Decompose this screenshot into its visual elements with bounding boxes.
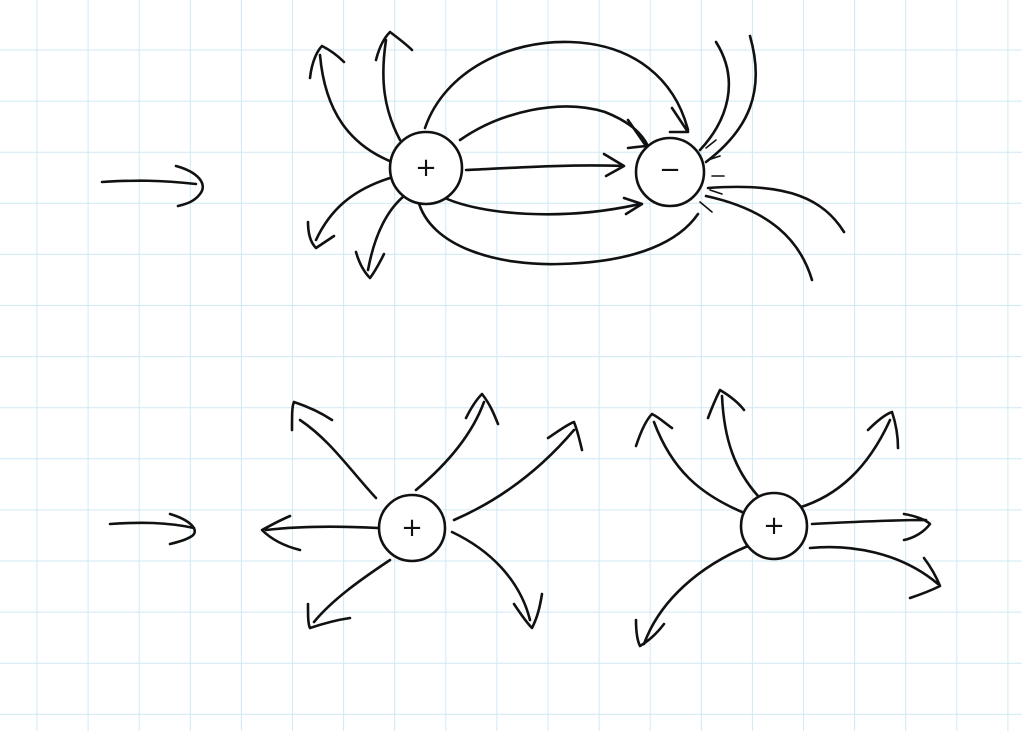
lp-line-up-left bbox=[290, 400, 378, 500]
outer-arc-top bbox=[423, 40, 690, 132]
positive-charge-circle bbox=[388, 130, 464, 206]
left-positive-circle bbox=[377, 493, 447, 563]
right-positive-circle bbox=[739, 491, 809, 561]
rp-line-right bbox=[810, 512, 932, 542]
rp-line-up-right bbox=[796, 410, 900, 510]
arrowhead-upper-into-negative bbox=[626, 118, 648, 150]
line-down-left-2 bbox=[354, 194, 406, 280]
line-down-left-1 bbox=[306, 176, 392, 250]
lp-line-left bbox=[260, 514, 380, 552]
arrow-ticks-negative bbox=[699, 139, 725, 213]
left-positive-sign: + bbox=[401, 513, 423, 543]
lp-line-down-right bbox=[450, 530, 544, 630]
rp-line-up-left bbox=[634, 412, 744, 514]
positive-charge-sign: + bbox=[415, 153, 437, 183]
rp-line-right-lower bbox=[808, 545, 942, 600]
negative-charge-circle bbox=[634, 136, 706, 208]
straight-field-line bbox=[464, 152, 626, 178]
inner-arc-top bbox=[458, 105, 650, 148]
inner-arc-bottom bbox=[443, 196, 644, 216]
two-positive-diagram: + + bbox=[108, 388, 942, 648]
rp-line-down-left bbox=[634, 544, 750, 648]
arrowhead-top-into-negative bbox=[668, 106, 690, 134]
outer-arc-bottom bbox=[416, 198, 700, 266]
line-into-negative-bottom bbox=[704, 194, 814, 282]
dipole-diagram: + − bbox=[100, 30, 846, 282]
rp-line-up bbox=[706, 388, 760, 498]
row-pointer-arrow-bottom bbox=[108, 512, 197, 546]
negative-charge-sign: − bbox=[659, 155, 681, 185]
lp-line-down-left bbox=[306, 558, 392, 630]
line-into-negative-top-1 bbox=[698, 40, 731, 152]
line-up-left-1 bbox=[308, 44, 394, 164]
right-positive-sign: + bbox=[763, 511, 785, 541]
line-into-negative-right bbox=[706, 185, 846, 234]
lp-line-up-right bbox=[414, 392, 500, 492]
row-pointer-arrow-top bbox=[100, 164, 205, 208]
line-into-negative-top-2 bbox=[704, 34, 758, 164]
line-up-left-2 bbox=[374, 30, 414, 142]
lp-line-far-up-right bbox=[452, 420, 584, 522]
